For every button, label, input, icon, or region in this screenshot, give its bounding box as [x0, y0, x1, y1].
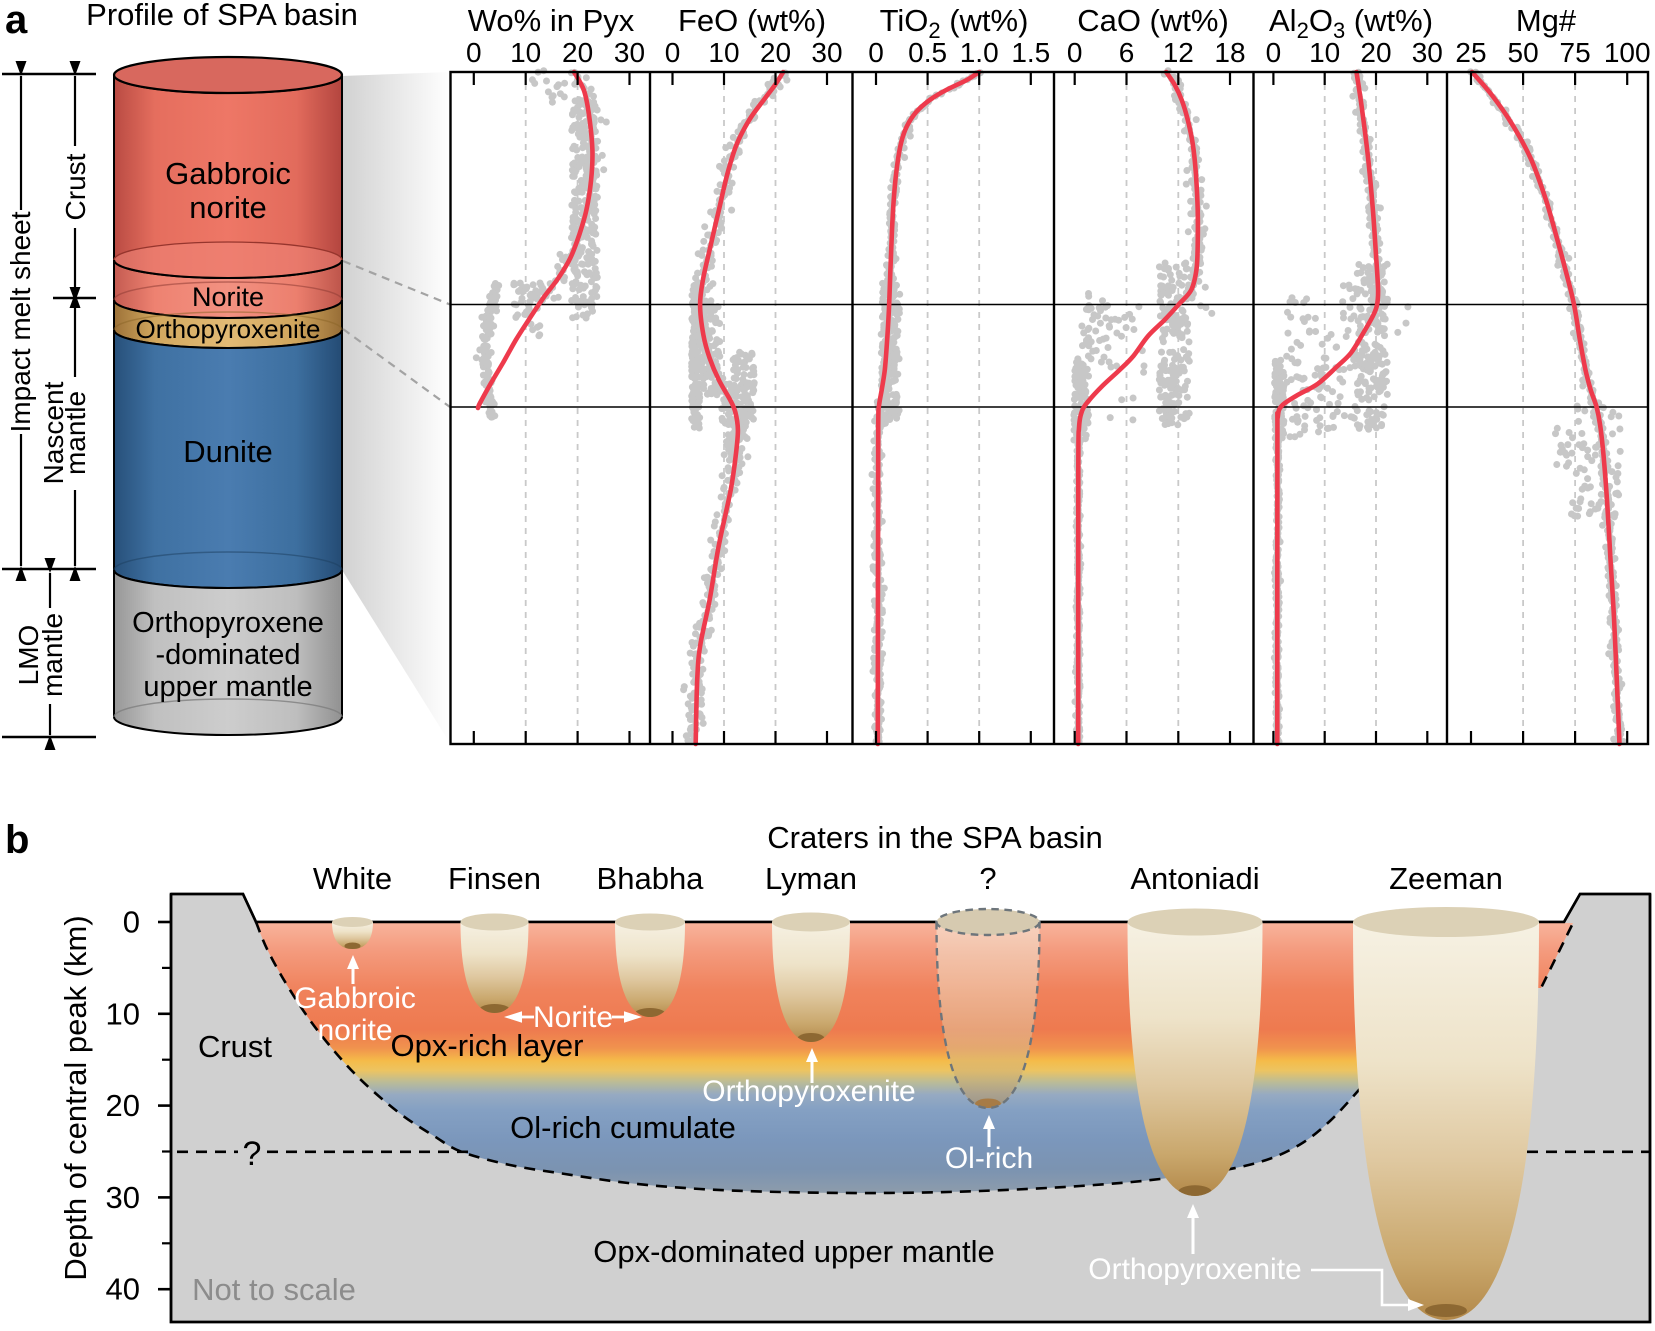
- svg-text:Impact melt sheet: Impact melt sheet: [5, 211, 36, 432]
- svg-text:Opx-rich layer: Opx-rich layer: [391, 1028, 584, 1063]
- svg-text:Zeeman: Zeeman: [1389, 861, 1503, 896]
- svg-text:FeO (wt%): FeO (wt%): [678, 3, 826, 38]
- svg-text:Orthopyroxenite: Orthopyroxenite: [702, 1075, 915, 1108]
- svg-text:Crust: Crust: [60, 153, 91, 220]
- svg-text:0: 0: [868, 37, 884, 68]
- svg-text:30: 30: [811, 37, 842, 68]
- svg-text:Norite: Norite: [533, 1001, 613, 1034]
- svg-text:TiO2 (wt%): TiO2 (wt%): [880, 3, 1029, 43]
- svg-text:6: 6: [1119, 37, 1135, 68]
- svg-text:Dunite: Dunite: [183, 434, 273, 469]
- svg-text:Crust: Crust: [198, 1029, 272, 1064]
- svg-text:Norite: Norite: [192, 282, 264, 312]
- svg-text:Wo% in Pyx: Wo% in Pyx: [468, 3, 635, 38]
- svg-text:a: a: [5, 0, 28, 42]
- svg-text:75: 75: [1560, 37, 1591, 68]
- svg-text:10: 10: [1309, 37, 1340, 68]
- svg-text:Orthopyroxenite: Orthopyroxenite: [1088, 1253, 1301, 1286]
- svg-text:20: 20: [106, 1088, 140, 1123]
- svg-text:?: ?: [979, 861, 996, 896]
- svg-text:?: ?: [243, 1135, 262, 1173]
- svg-text:norite: norite: [189, 190, 267, 225]
- svg-text:Not to scale: Not to scale: [192, 1272, 356, 1307]
- svg-text:norite: norite: [317, 1014, 392, 1047]
- svg-text:50: 50: [1508, 37, 1539, 68]
- svg-text:Nascent: Nascent: [38, 381, 69, 484]
- svg-text:0: 0: [1266, 37, 1282, 68]
- svg-text:1.5: 1.5: [1011, 37, 1050, 68]
- svg-text:upper mantle: upper mantle: [143, 671, 312, 703]
- svg-text:Orthopyroxenite: Orthopyroxenite: [136, 314, 321, 344]
- svg-text:Ol-rich: Ol-rich: [945, 1142, 1033, 1175]
- svg-text:Ol-rich cumulate: Ol-rich cumulate: [510, 1110, 736, 1145]
- svg-text:Profile of SPA basin: Profile of SPA basin: [86, 0, 358, 32]
- svg-text:0: 0: [1067, 37, 1083, 68]
- svg-text:Depth of central peak (km): Depth of central peak (km): [58, 915, 93, 1280]
- svg-text:b: b: [5, 818, 29, 862]
- svg-text:CaO (wt%): CaO (wt%): [1077, 3, 1229, 38]
- svg-text:40: 40: [106, 1272, 140, 1307]
- svg-text:20: 20: [562, 37, 593, 68]
- svg-text:Opx-dominated upper mantle: Opx-dominated upper mantle: [593, 1234, 995, 1269]
- svg-text:Bhabha: Bhabha: [597, 861, 705, 896]
- svg-text:mantle: mantle: [60, 391, 91, 475]
- svg-text:0: 0: [123, 905, 140, 940]
- svg-text:Mg#: Mg#: [1516, 3, 1577, 38]
- svg-text:0: 0: [466, 37, 482, 68]
- svg-text:10: 10: [510, 37, 541, 68]
- svg-text:White: White: [313, 861, 392, 896]
- svg-text:30: 30: [106, 1180, 140, 1215]
- svg-text:10: 10: [708, 37, 739, 68]
- svg-text:25: 25: [1455, 37, 1486, 68]
- svg-text:1.0: 1.0: [960, 37, 999, 68]
- svg-text:18: 18: [1214, 37, 1245, 68]
- svg-text:Antoniadi: Antoniadi: [1130, 861, 1259, 896]
- svg-text:Orthopyroxene: Orthopyroxene: [132, 607, 324, 639]
- svg-text:LMO: LMO: [13, 625, 44, 686]
- svg-text:30: 30: [1412, 37, 1443, 68]
- svg-text:Gabbroic: Gabbroic: [165, 156, 291, 191]
- svg-text:Gabbroic: Gabbroic: [294, 982, 416, 1015]
- svg-text:0: 0: [665, 37, 681, 68]
- svg-text:12: 12: [1163, 37, 1194, 68]
- svg-text:0.5: 0.5: [908, 37, 947, 68]
- svg-text:Finsen: Finsen: [448, 861, 541, 896]
- svg-text:100: 100: [1604, 37, 1651, 68]
- svg-text:Al2O3 (wt%): Al2O3 (wt%): [1269, 3, 1433, 43]
- svg-text:20: 20: [760, 37, 791, 68]
- svg-text:30: 30: [614, 37, 645, 68]
- svg-text:20: 20: [1360, 37, 1391, 68]
- svg-text:Lyman: Lyman: [765, 861, 857, 896]
- svg-text:Craters in the SPA basin: Craters in the SPA basin: [767, 820, 1102, 855]
- svg-text:-dominated: -dominated: [155, 639, 300, 671]
- svg-text:10: 10: [106, 996, 140, 1031]
- svg-text:mantle: mantle: [37, 613, 68, 697]
